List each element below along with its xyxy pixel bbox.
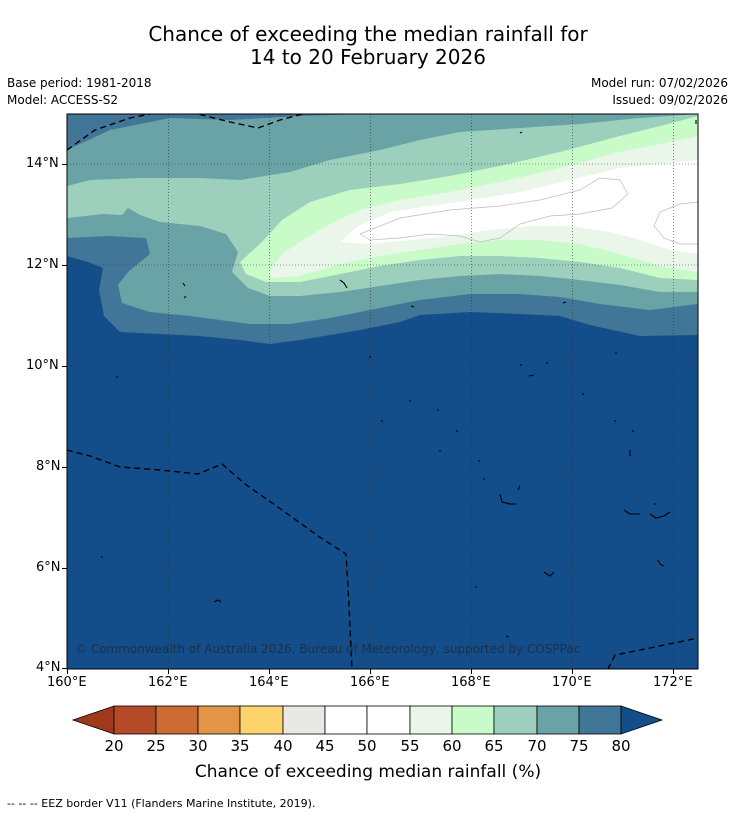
colorbar-above80 <box>620 705 664 735</box>
band-50-55 <box>340 160 698 254</box>
colorbar-45-50 <box>324 705 368 735</box>
colorbar <box>71 705 664 735</box>
colorbar-below20 <box>71 705 115 735</box>
issued-date: Issued: 09/02/2026 <box>612 93 728 107</box>
contour-50-east <box>653 201 698 245</box>
colorbar-75-80 <box>578 705 622 735</box>
colorbar-40-45 <box>282 705 326 735</box>
colorbar-tick-35: 35 <box>230 737 250 755</box>
x-label-168: 168°E <box>451 675 491 690</box>
colorbar-tick-75: 75 <box>569 737 589 755</box>
colorbar-70-75 <box>536 705 580 735</box>
colorbar-tick-70: 70 <box>527 737 547 755</box>
colorbar-25-30 <box>155 705 199 735</box>
y-label-8: 8°N <box>36 459 61 474</box>
map-title-line1: Chance of exceeding the median rainfall … <box>148 22 588 46</box>
colorbar-tick-45: 45 <box>315 737 335 755</box>
colorbar-35-40 <box>239 705 284 735</box>
y-label-14: 14°N <box>26 156 59 171</box>
model-run: Model run: 07/02/2026 <box>590 76 728 90</box>
y-label-6: 6°N <box>36 560 61 575</box>
colorbar-55-60 <box>409 705 453 735</box>
colorbar-30-35 <box>197 705 241 735</box>
map-title-line2: 14 to 20 February 2026 <box>250 45 486 69</box>
x-label-162: 162°E <box>148 675 188 690</box>
x-label-166: 166°E <box>350 675 390 690</box>
colorbar-60-65 <box>451 705 495 735</box>
probability-field <box>67 114 698 669</box>
eez-footnote: -- -- -- EEZ border V11 (Flanders Marine… <box>7 797 316 810</box>
colorbar-65-70 <box>493 705 538 735</box>
graticule <box>67 114 698 669</box>
x-label-164: 164°E <box>249 675 289 690</box>
y-label-12: 12°N <box>26 257 59 272</box>
y-label-4: 4°N <box>36 660 61 675</box>
colorbar-tick-40: 40 <box>273 737 293 755</box>
copyright-text: © Commonwealth of Australia 2026, Bureau… <box>75 642 580 656</box>
colorbar-tick-55: 55 <box>400 737 420 755</box>
x-label-160: 160°E <box>47 675 87 690</box>
colorbar-label: Chance of exceeding median rainfall (%) <box>194 762 542 782</box>
x-label-172: 172°E <box>653 675 693 690</box>
colorbar-tick-60: 60 <box>442 737 462 755</box>
colorbar-tick-20: 20 <box>104 737 124 755</box>
y-label-10: 10°N <box>26 358 59 373</box>
colorbar-20-25 <box>113 705 157 735</box>
colorbar-tick-25: 25 <box>146 737 166 755</box>
colorbar-tick-65: 65 <box>484 737 504 755</box>
x-label-170: 170°E <box>552 675 592 690</box>
islands <box>101 120 697 638</box>
colorbar-tick-80: 80 <box>611 737 631 755</box>
axis-ticks <box>62 164 674 674</box>
colorbar-tick-30: 30 <box>188 737 208 755</box>
model-name: Model: ACCESS-S2 <box>7 93 119 107</box>
eez-borders <box>67 114 698 669</box>
colorbar-50-55 <box>366 705 411 735</box>
colorbar-tick-50: 50 <box>357 737 377 755</box>
map-frame <box>66 113 699 670</box>
base-period: Base period: 1981-2018 <box>7 76 152 90</box>
contour-50 <box>359 177 629 243</box>
